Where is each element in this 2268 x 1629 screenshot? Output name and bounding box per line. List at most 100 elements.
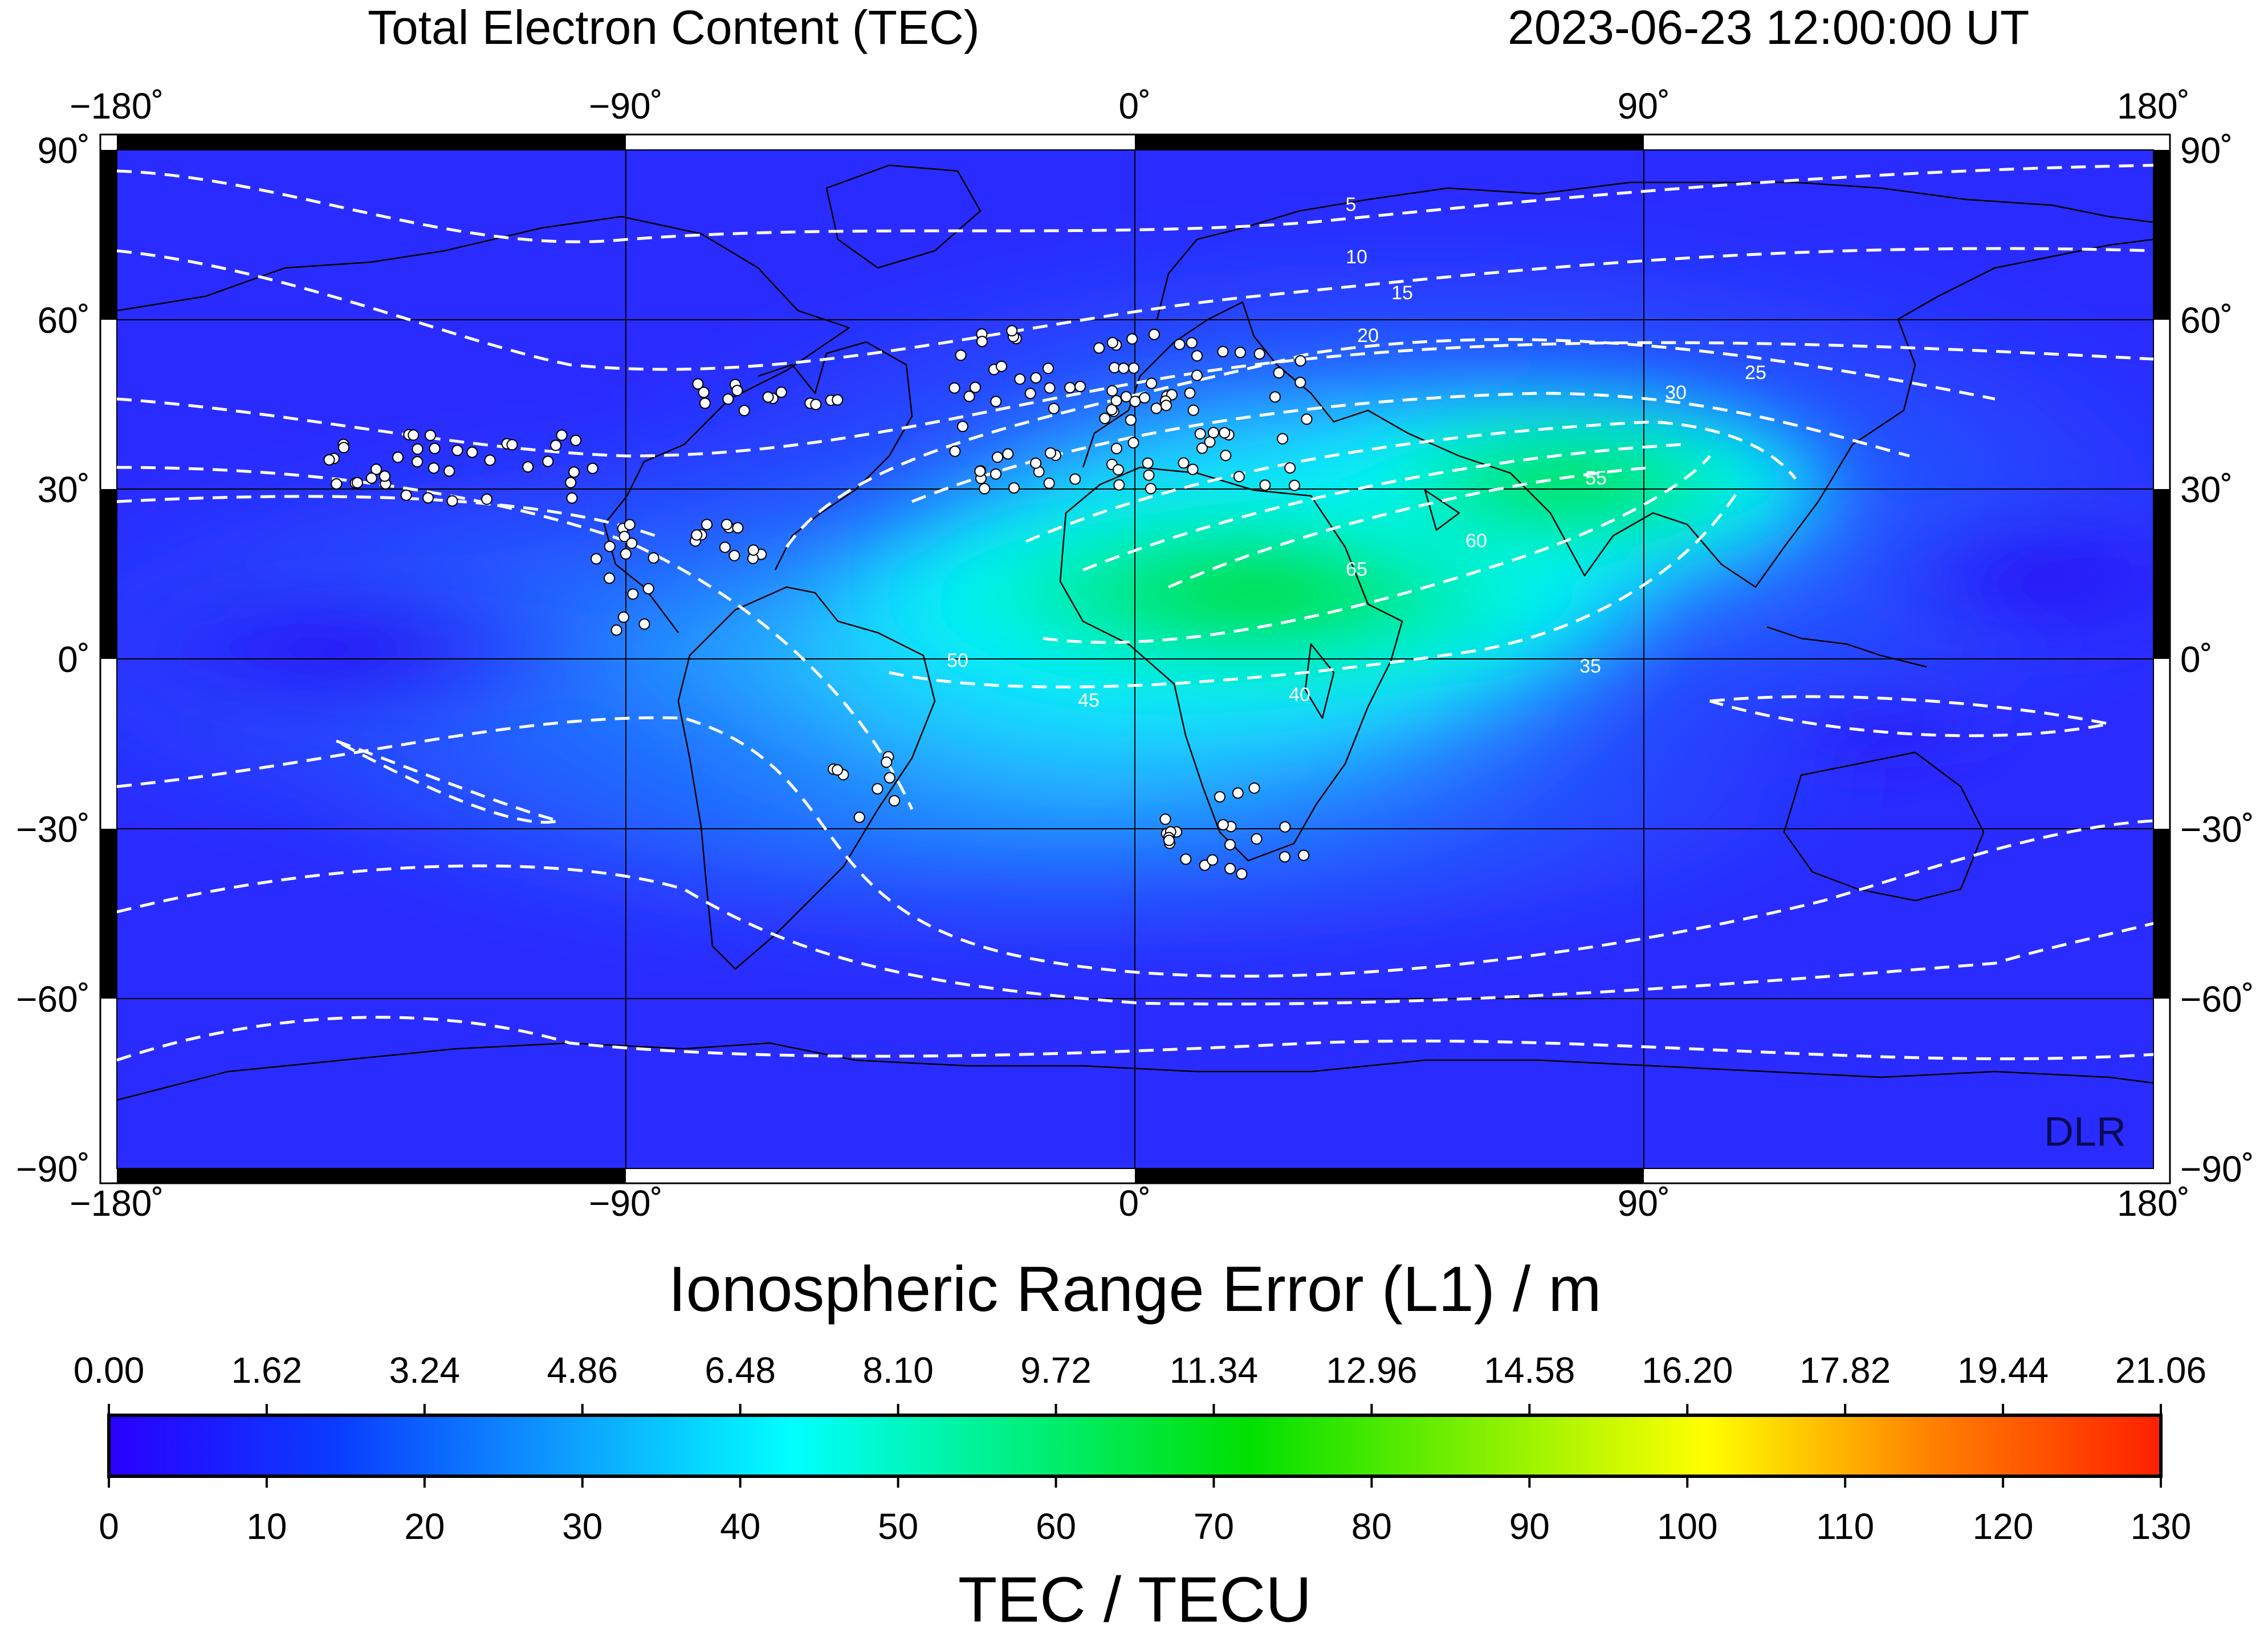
station-marker [1002, 448, 1014, 460]
station-marker [1129, 396, 1141, 408]
station-marker [379, 470, 390, 482]
station-marker [1204, 436, 1216, 448]
lat-ticks-left: 90˚ 60˚ 30˚ 0˚ −30˚ −60˚ −90˚ [16, 130, 90, 1190]
station-marker [425, 429, 436, 441]
station-marker [963, 390, 975, 402]
range-error-tick-label: 14.58 [1484, 1350, 1575, 1391]
range-error-tick-label: 6.48 [705, 1350, 776, 1391]
contour-label: 5 [1346, 194, 1357, 215]
station-marker [638, 618, 650, 630]
lat-ticks-right: 90˚ 60˚ 30˚ 0˚ −30˚ −60˚ −90˚ [2180, 130, 2254, 1190]
range-error-tick-label: 16.20 [1642, 1350, 1733, 1391]
station-marker [1224, 862, 1236, 874]
station-marker [568, 466, 580, 478]
station-marker [1217, 819, 1229, 830]
contour-label: 20 [1357, 325, 1379, 347]
contour-label: 45 [1078, 690, 1100, 711]
station-marker [1159, 813, 1171, 825]
tec-tick-label: 120 [1973, 1506, 2034, 1547]
range-error-tick-label: 17.82 [1799, 1350, 1891, 1391]
station-marker [1106, 385, 1118, 397]
station-marker [1301, 413, 1313, 425]
contour-label: 60 [1465, 530, 1487, 552]
station-marker [1186, 337, 1198, 349]
range-error-tick-label: 3.24 [389, 1350, 461, 1391]
station-marker [1125, 414, 1137, 426]
station-marker [1148, 328, 1160, 340]
lat-tick-label: 90˚ [38, 130, 91, 171]
station-marker [1207, 854, 1219, 866]
contour-label: 25 [1745, 362, 1766, 384]
tec-tick-label: 110 [1816, 1506, 1874, 1547]
range-error-tick-label: 21.06 [2115, 1350, 2206, 1391]
station-marker [1120, 391, 1132, 403]
station-marker [1142, 457, 1154, 469]
colorbar [107, 1414, 2163, 1478]
station-marker [352, 477, 363, 488]
station-marker [1074, 381, 1086, 392]
station-marker [1174, 339, 1186, 351]
station-marker [446, 495, 458, 507]
station-marker [872, 783, 883, 795]
range-error-tick-label: 9.72 [1020, 1350, 1092, 1391]
lat-tick-label: −30˚ [2180, 809, 2254, 850]
station-marker [408, 429, 420, 441]
station-marker [591, 553, 602, 565]
station-marker [1217, 345, 1229, 357]
station-marker [732, 522, 744, 534]
station-marker [1187, 404, 1199, 416]
range-error-title: Ionospheric Range Error (L1) / m [668, 1253, 1601, 1325]
station-marker [1093, 342, 1105, 354]
station-marker [428, 462, 439, 474]
station-marker [979, 483, 991, 495]
station-marker [626, 537, 638, 549]
station-marker [990, 468, 1001, 480]
station-marker [1161, 400, 1172, 412]
tec-ticks: 0 10 20 30 40 50 60 70 80 90 100 110 120 130 [99, 1506, 2191, 1547]
station-marker [955, 349, 967, 361]
station-marker [1113, 464, 1124, 476]
lat-tick-label: −30˚ [16, 809, 90, 850]
station-marker [1273, 367, 1285, 379]
station-marker [1030, 372, 1042, 384]
station-marker [948, 382, 960, 394]
station-marker [422, 492, 434, 504]
map-border-bars [100, 135, 2170, 1183]
contour-label: 50 [947, 650, 968, 671]
lon-ticks-bottom: −180˚ −90˚ 0˚ 90˚ 180˚ [70, 1183, 2190, 1224]
lon-tick-label: −90˚ [589, 85, 663, 127]
station-marker [731, 385, 743, 397]
station-marker [1184, 387, 1196, 399]
station-marker [1048, 402, 1060, 414]
lon-tick-label: 180˚ [2117, 85, 2190, 127]
station-marker [974, 465, 986, 477]
station-marker [691, 529, 703, 541]
range-error-ticks: 0.00 1.62 3.24 4.86 6.48 8.10 9.72 11.34 12.96 14… [74, 1350, 2206, 1391]
range-error-tick-label: 12.96 [1326, 1350, 1417, 1391]
station-marker [1099, 413, 1111, 425]
station-marker [1251, 833, 1263, 845]
station-marker [1219, 427, 1231, 439]
station-marker [587, 462, 598, 474]
station-marker [1269, 391, 1281, 403]
station-marker [1146, 377, 1158, 389]
lon-tick-label: −90˚ [589, 1183, 663, 1224]
station-marker [412, 443, 424, 455]
station-marker [699, 397, 711, 409]
station-marker [889, 795, 901, 807]
range-error-tick-label: 0.00 [74, 1350, 145, 1391]
tec-tick-label: 20 [404, 1506, 445, 1547]
station-marker [1220, 450, 1232, 462]
station-marker [1106, 337, 1118, 349]
station-marker [1113, 479, 1125, 491]
station-marker [604, 540, 616, 552]
station-marker [618, 611, 629, 623]
tec-tick-label: 0 [99, 1506, 119, 1547]
station-marker [1180, 853, 1192, 865]
station-marker [1259, 479, 1271, 491]
station-marker [1145, 483, 1157, 495]
station-marker [610, 624, 622, 636]
lat-tick-label: 60˚ [38, 300, 91, 341]
lat-tick-label: −60˚ [16, 979, 90, 1020]
station-marker [522, 461, 534, 473]
